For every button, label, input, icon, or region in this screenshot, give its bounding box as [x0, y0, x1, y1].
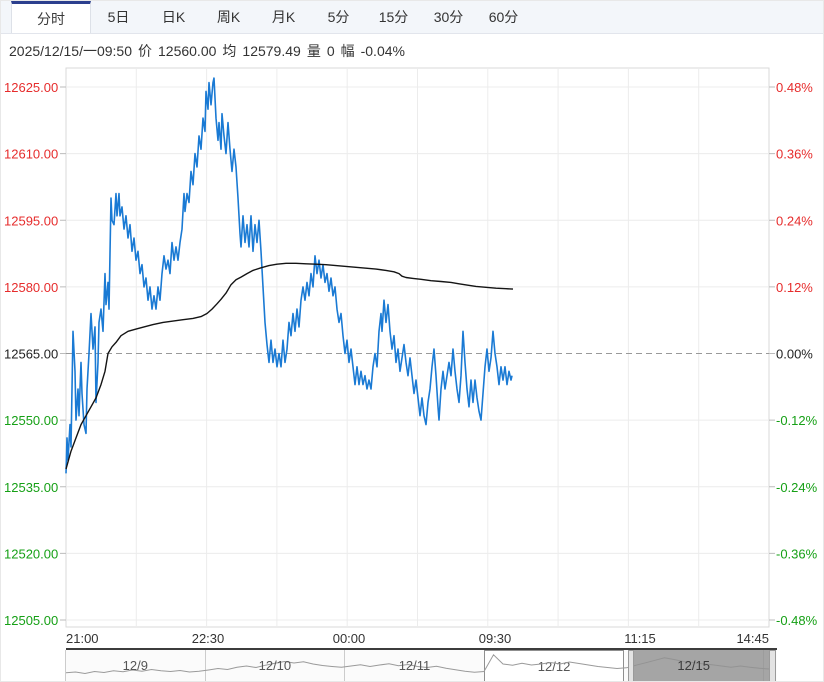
percent-axis-label: 0.00% [776, 347, 813, 362]
price-axis-label: 12625.00 [4, 80, 58, 95]
nav-date-label: 12/15 [677, 658, 710, 673]
navigator-left-handle[interactable] [628, 650, 634, 681]
tab-60-min[interactable]: 60分 [476, 1, 531, 33]
quote-datetime: 2025/12/15/一09:50 [9, 42, 132, 59]
change-label: 幅 [340, 42, 355, 59]
nav-date-label: 12/11 [398, 658, 431, 673]
price-axis-label: 12535.00 [4, 480, 58, 495]
price-axis-label: 12595.00 [4, 213, 58, 228]
time-axis-label: 14:45 [736, 631, 769, 646]
change-value: -0.04% [360, 42, 405, 59]
price-value: 12560.00 [158, 42, 217, 59]
nav-date-label: 12/9 [122, 658, 148, 673]
percent-axis-label: -0.36% [776, 546, 818, 561]
tab-15-min[interactable]: 15分 [366, 1, 421, 33]
nav-date-label: 12/12 [537, 658, 571, 674]
price-line [65, 77, 513, 474]
price-axis-label: 12610.00 [4, 147, 58, 162]
date-range-navigator: 12/9 12/10 12/11 12/12 12/15 [65, 648, 777, 681]
tab-daily-k[interactable]: 日K [146, 1, 201, 33]
percent-axis-label: 0.48% [776, 80, 813, 95]
volume-label: 量 [306, 42, 321, 59]
volume-value: 0 [326, 42, 335, 59]
percent-axis-label: -0.24% [776, 480, 818, 495]
price-axis-label: 12550.00 [4, 413, 58, 428]
tab-monthly-k[interactable]: 月K [256, 1, 311, 33]
nav-segment-12-11[interactable]: 12/11 [344, 650, 485, 681]
average-label: 均 [222, 42, 237, 59]
nav-date-label: 12/10 [258, 658, 292, 673]
percent-axis-label: 0.12% [776, 280, 813, 295]
percent-axis-label: -0.48% [776, 613, 818, 628]
quote-info-bar: 2025/12/15/一09:50 价 12560.00 均 12579.49 … [1, 34, 823, 67]
nav-segment-12-12[interactable]: 12/12 [483, 650, 625, 681]
average-value: 12579.49 [242, 42, 301, 59]
chart-area: 12625.00 0.48% 12610.00 0.36% 12595.00 0.24% 1… [1, 67, 824, 648]
time-axis-label: 09:30 [479, 631, 512, 646]
intraday-price-chart[interactable]: 12625.00 0.48% 12610.00 0.36% 12595.00 0.24% 1… [1, 67, 824, 648]
price-axis-label: 12580.00 [4, 280, 58, 295]
percent-axis-label: 0.36% [776, 147, 813, 162]
plot-frame [65, 67, 770, 628]
price-label: 价 [138, 42, 152, 59]
navigator-right-handle[interactable] [769, 650, 776, 681]
percent-axis-label: -0.12% [776, 413, 818, 428]
tab-5-day[interactable]: 5日 [91, 1, 146, 33]
time-axis-label: 11:15 [624, 631, 656, 646]
nav-segment-12-9[interactable]: 12/9 [65, 650, 206, 681]
tab-30-min[interactable]: 30分 [421, 1, 476, 33]
price-axis-label: 12565.00 [4, 347, 58, 362]
tab-5-min[interactable]: 5分 [311, 1, 366, 33]
price-axis-label: 12520.00 [4, 546, 58, 561]
tab-weekly-k[interactable]: 周K [201, 1, 256, 33]
nav-segment-12-10[interactable]: 12/10 [204, 650, 346, 681]
tab-minute-chart[interactable]: 分时 [11, 1, 91, 33]
average-line [65, 262, 514, 470]
time-axis-label: 22:30 [192, 631, 225, 646]
time-axis-label: 00:00 [333, 631, 366, 646]
percent-axis-label: 0.24% [776, 213, 813, 228]
price-axis-label: 12505.00 [4, 613, 58, 628]
time-axis-label: 21:00 [66, 631, 99, 646]
period-tabbar: 分时 5日 日K 周K 月K 5分 15分 30分 60分 [1, 1, 823, 34]
